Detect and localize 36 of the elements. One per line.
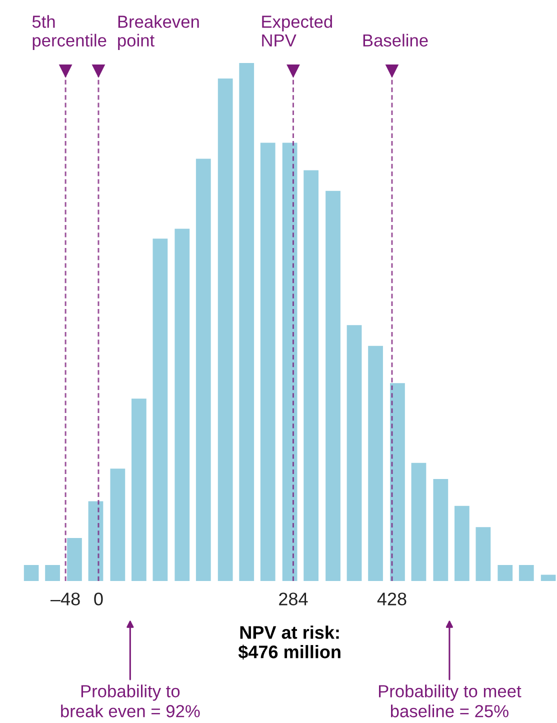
bar <box>411 462 426 581</box>
bar <box>196 158 211 581</box>
bar <box>218 78 233 581</box>
ref-line-label: Baseline <box>363 34 428 47</box>
bar <box>390 383 405 581</box>
bar <box>67 538 82 581</box>
bar <box>45 564 60 581</box>
ref-line-label: Breakeven point <box>118 15 199 50</box>
text: Probability to break even = 92% <box>61 684 200 718</box>
bar <box>346 325 362 581</box>
ref-line-label: Expected NPV <box>262 15 332 46</box>
bar <box>260 142 276 581</box>
x-axis-title: NPV at risk: $476 million <box>238 626 340 660</box>
bar <box>540 574 556 581</box>
x-tick-label: 0 <box>94 592 103 606</box>
bar <box>131 398 146 581</box>
x-tick-label: 428 <box>377 592 406 606</box>
bar <box>476 527 491 581</box>
x-tick-label: –48 <box>50 592 80 606</box>
bar <box>518 564 534 581</box>
bar <box>239 62 254 581</box>
bar <box>433 478 448 581</box>
text: Probability to meet baseline = 25% <box>378 684 522 718</box>
bar <box>304 170 319 581</box>
bar <box>110 468 126 581</box>
bar <box>282 142 298 581</box>
ref-line-label: 5th percentile <box>32 15 106 50</box>
bar <box>326 190 340 581</box>
bar <box>498 564 513 581</box>
bar <box>174 228 190 581</box>
bar <box>24 564 39 581</box>
bar <box>454 506 470 581</box>
bar <box>88 501 104 581</box>
bar <box>152 238 168 581</box>
x-tick-label: 284 <box>279 592 308 606</box>
bar <box>368 346 383 581</box>
